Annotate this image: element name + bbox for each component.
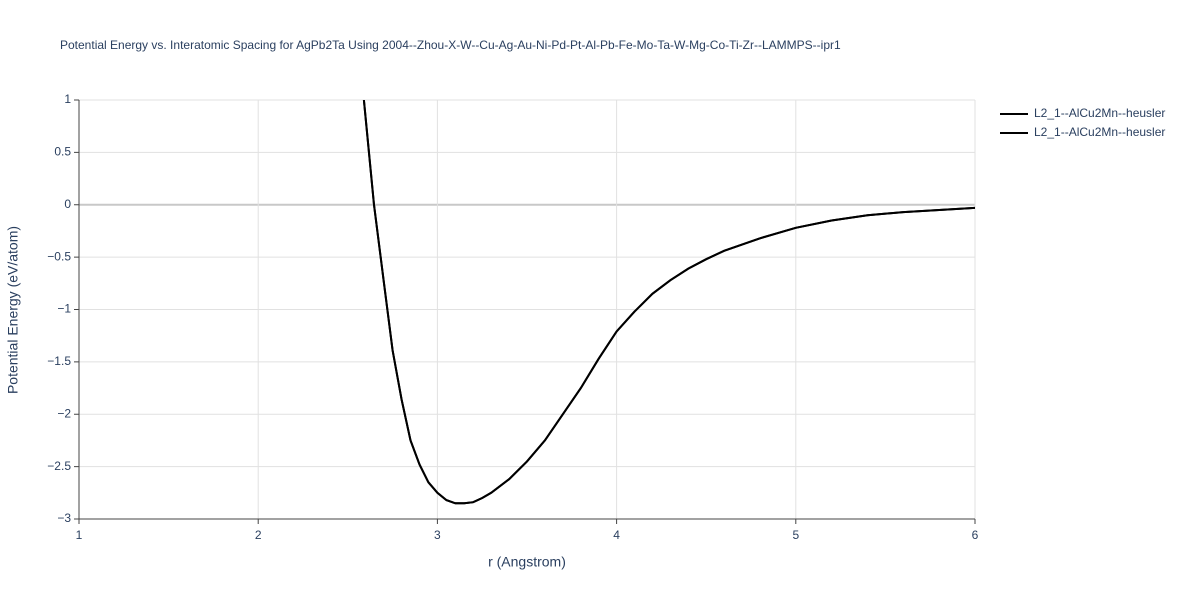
line-series (362, 100, 975, 505)
x-tick-label: 4 (613, 528, 620, 542)
x-axis-title: r (Angstrom) (488, 554, 566, 570)
chart-title: Potential Energy vs. Interatomic Spacing… (60, 38, 841, 52)
y-tick-label: −3 (57, 511, 71, 525)
y-tick-label: 0 (64, 197, 71, 211)
legend-label: L2_1--AlCu2Mn--heusler (1034, 125, 1165, 139)
y-tick-label: −1 (57, 302, 71, 316)
x-tick-label: 3 (434, 528, 441, 542)
y-axis-title: Potential Energy (eV/atom) (5, 226, 21, 394)
y-tick-label: 1 (64, 92, 71, 106)
y-tick-label: −1.5 (47, 354, 71, 368)
x-tick-label: 2 (255, 528, 262, 542)
y-tick-label: −2.5 (47, 459, 71, 473)
y-tick-label: −0.5 (47, 249, 71, 263)
y-tick-label: −2 (57, 406, 71, 420)
x-tick-label: 1 (76, 528, 83, 542)
x-tick-label: 5 (792, 528, 799, 542)
line-series (362, 100, 975, 505)
y-tick-label: 0.5 (54, 145, 71, 159)
x-tick-label: 6 (972, 528, 979, 542)
legend-label: L2_1--AlCu2Mn--heusler (1034, 106, 1165, 120)
